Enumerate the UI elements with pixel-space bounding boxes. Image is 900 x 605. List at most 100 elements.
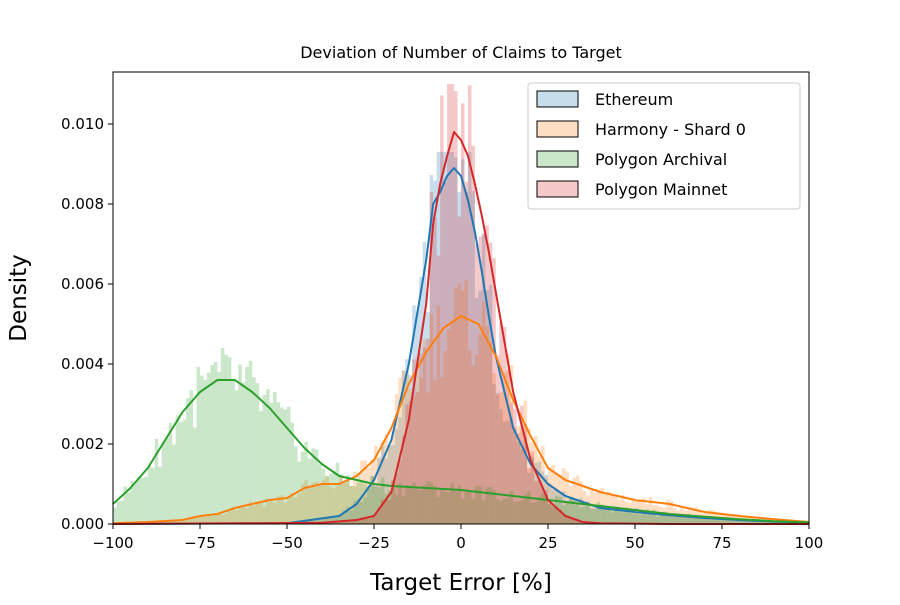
legend-swatch: [537, 121, 578, 137]
hist-bar: [398, 460, 401, 524]
x-tick-label: −100: [92, 534, 133, 552]
hist-bar: [680, 517, 683, 524]
hist-bar: [162, 442, 165, 524]
hist-bar: [151, 468, 154, 524]
hist-bar: [200, 376, 203, 524]
hist-bar: [235, 390, 238, 524]
hist-bar: [214, 362, 217, 524]
hist-bar: [322, 469, 325, 524]
hist-bar: [506, 370, 509, 524]
hist-bar: [527, 468, 530, 524]
hist-bar: [454, 91, 457, 524]
legend: Ethereum Harmony - Shard 0 Polygon Archiva…: [528, 83, 800, 209]
legend-label: Harmony - Shard 0: [595, 120, 746, 139]
x-tick-label: 75: [712, 534, 731, 552]
hist-bar: [551, 507, 554, 524]
x-tick-label: −50: [271, 534, 303, 552]
hist-bar: [611, 509, 614, 524]
y-tick-label: 0.008: [61, 195, 104, 213]
legend-label: Ethereum: [595, 90, 673, 109]
hist-bar: [144, 477, 147, 524]
hist-bar: [593, 509, 596, 524]
hist-bar: [632, 513, 635, 524]
hist-bar: [642, 514, 645, 524]
hist-bar: [600, 509, 603, 524]
hist-bar: [245, 367, 248, 524]
x-tick-label: 100: [795, 534, 824, 552]
hist-bar: [270, 403, 273, 524]
hist-bar: [548, 503, 551, 524]
hist-bar: [534, 481, 537, 524]
chart-title: Deviation of Number of Claims to Target: [300, 43, 622, 62]
hist-bar: [193, 428, 196, 524]
hist-bar: [148, 466, 151, 524]
hist-bar: [134, 482, 137, 524]
x-axis-label: Target Error [%]: [369, 570, 552, 596]
hist-bar: [252, 377, 255, 524]
hist-bar: [395, 473, 398, 524]
hist-bar: [249, 361, 252, 524]
hist-bar: [496, 355, 499, 524]
legend-label: Polygon Archival: [595, 150, 727, 169]
hist-bar: [120, 501, 123, 524]
hist-bar: [489, 243, 492, 524]
hist-bar: [614, 511, 617, 524]
hist-bar: [141, 478, 144, 524]
hist-bar: [586, 503, 589, 524]
hist-bar: [116, 501, 119, 524]
hist-bar: [343, 481, 346, 524]
hist-bar: [621, 512, 624, 524]
hist-bar: [433, 218, 436, 524]
hist-bar: [179, 422, 182, 524]
hist-bar: [360, 480, 363, 524]
hist-bar: [468, 85, 471, 524]
hist-bar: [158, 467, 161, 524]
y-tick-label: 0.000: [61, 515, 104, 533]
y-tick-label: 0.006: [61, 275, 104, 293]
hist-bar: [210, 365, 213, 524]
x-tick-label: −25: [358, 534, 390, 552]
hist-bar: [266, 389, 269, 524]
hist-bar: [684, 517, 687, 524]
y-tick-label: 0.002: [61, 435, 104, 453]
hist-bar: [203, 380, 206, 524]
hist-bar: [238, 365, 241, 524]
hist-bar: [294, 446, 297, 524]
hist-bar: [555, 508, 558, 524]
hist-bar: [461, 103, 464, 524]
hist-bar: [221, 348, 224, 524]
hist-bar: [231, 379, 234, 524]
hist-bar: [471, 146, 474, 524]
hist-bar: [517, 433, 520, 524]
hist-bar: [207, 373, 210, 524]
hist-bar: [388, 500, 391, 524]
hist-bar: [172, 445, 175, 524]
hist-bar: [538, 481, 541, 524]
hist-bar: [649, 513, 652, 524]
hist-bar: [666, 516, 669, 524]
hist-bar: [169, 423, 172, 524]
hist-bar: [165, 438, 168, 524]
hist-bar: [190, 390, 193, 524]
x-tick-label: 0: [456, 534, 466, 552]
hist-bar: [242, 383, 245, 524]
hist-bar: [217, 372, 220, 524]
y-axis-label: Density: [6, 254, 32, 341]
hist-bar: [280, 408, 283, 524]
hist-bar: [308, 459, 311, 524]
hist-bar: [464, 182, 467, 524]
hist-bar: [541, 489, 544, 524]
hist-bar: [304, 442, 307, 524]
hist-bar: [670, 515, 673, 524]
hist-bar: [186, 398, 189, 524]
hist-bar: [336, 463, 339, 524]
legend-swatch: [537, 181, 578, 197]
hist-bar: [346, 475, 349, 524]
hist-bar: [444, 182, 447, 524]
hist-bar: [478, 237, 481, 524]
hist-bar: [176, 415, 179, 524]
hist-bar: [263, 395, 266, 524]
hist-bar: [426, 339, 429, 524]
hist-bar: [656, 515, 659, 524]
